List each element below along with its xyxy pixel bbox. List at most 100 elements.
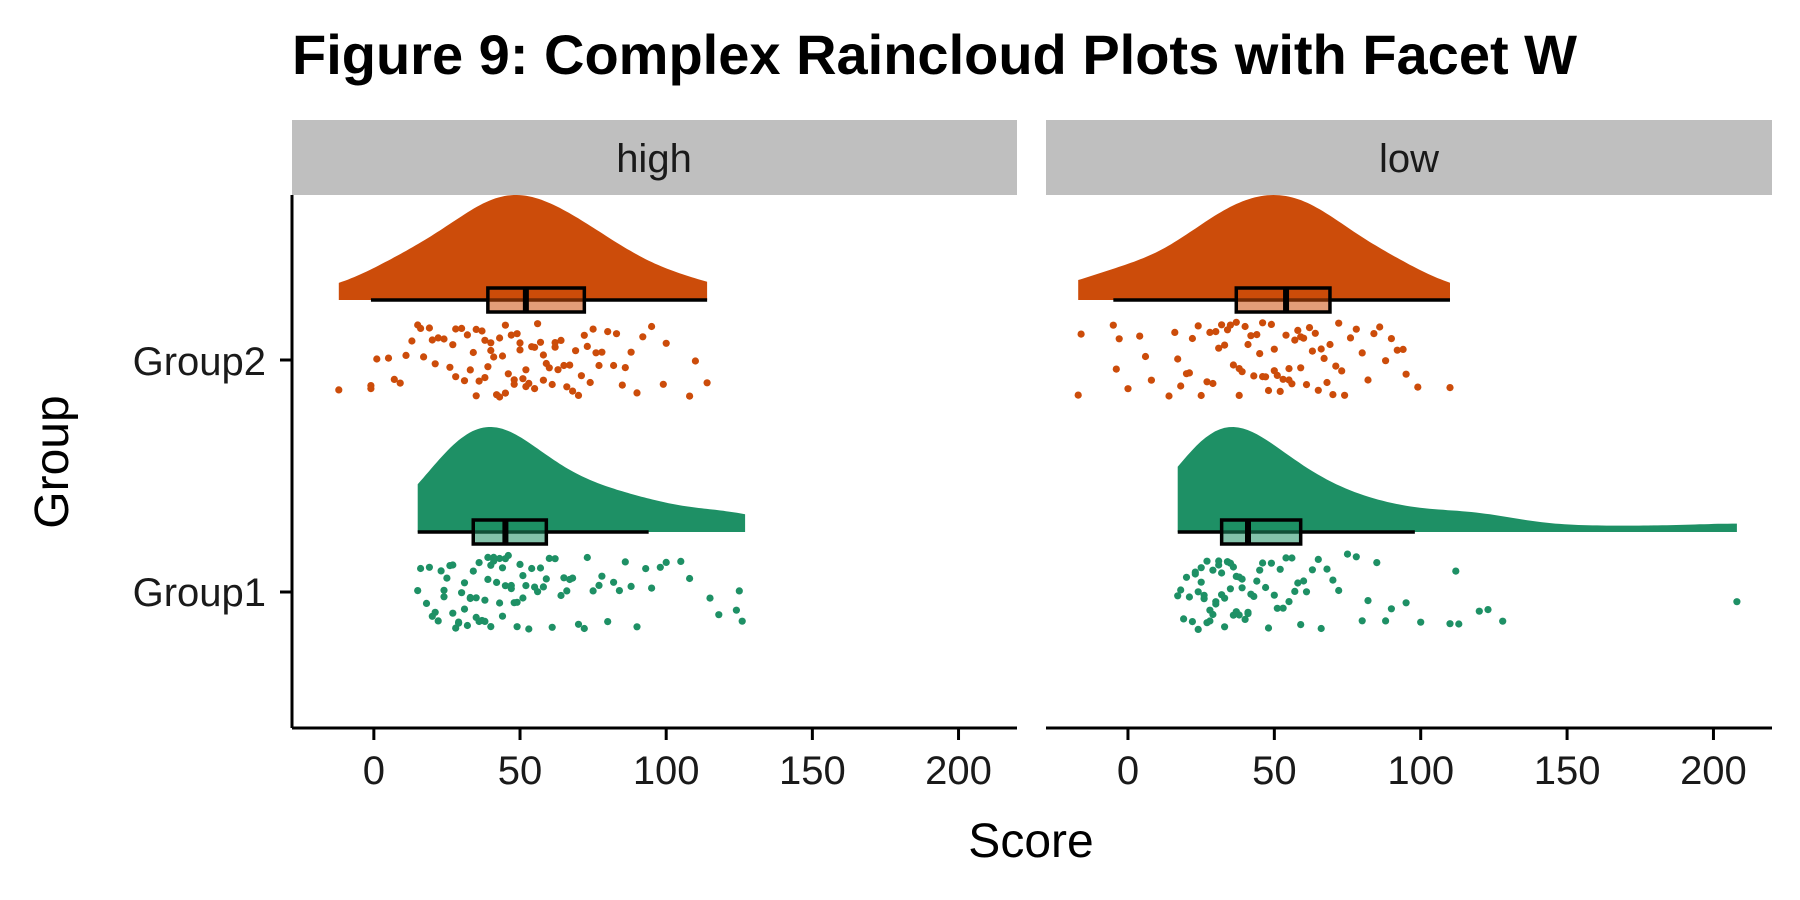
data-point-group2-low-3 [1112,365,1120,373]
data-point-group2-high-46 [513,330,521,338]
data-point-group2-high-35 [490,353,498,361]
data-point-group1-low-0 [1174,592,1182,600]
data-point-group1-high-12 [449,609,457,617]
data-point-group1-high-64 [557,591,565,600]
box-group1-high [471,518,549,546]
data-point-group2-low-19 [1206,328,1214,336]
data-point-group1-high-60 [542,575,550,583]
data-point-group1-low-2 [1180,615,1188,623]
data-point-group2-high-84 [618,381,626,389]
data-point-group1-high-37 [493,578,501,587]
data-point-group1-high-8 [440,586,448,594]
data-point-group1-low-24 [1218,569,1226,577]
data-point-group1-high-63 [551,555,559,563]
data-point-group1-low-5 [1188,618,1196,626]
data-point-group1-low-7 [1191,568,1199,576]
data-point-group2-low-62 [1317,345,1325,353]
density-cloud-group1-high [417,427,746,532]
data-point-group2-low-53 [1294,326,1302,334]
x-tick-label-high-0: 0 [363,749,385,793]
data-point-group1-low-77 [1417,618,1425,626]
data-point-group2-high-30 [481,374,489,382]
data-point-group2-low-8 [1147,376,1155,384]
data-point-group2-low-58 [1305,324,1314,332]
data-point-group2-low-67 [1332,362,1340,370]
data-point-group1-low-48 [1262,583,1270,592]
data-point-group2-high-38 [496,334,504,342]
data-point-group2-high-29 [478,327,486,335]
x-axis-title: Score [968,815,1093,868]
data-point-group1-high-24 [472,594,480,602]
data-point-group2-low-5 [1124,385,1132,393]
data-point-group2-high-82 [610,361,618,370]
data-point-group2-high-74 [580,331,588,339]
data-point-group1-low-46 [1256,566,1264,574]
data-point-group2-low-65 [1326,340,1334,349]
data-point-group1-low-60 [1297,621,1305,629]
data-point-group1-low-78 [1446,620,1454,628]
data-point-group1-low-11 [1197,564,1205,572]
data-point-group1-low-84 [1733,598,1741,606]
data-point-group2-high-14 [431,360,439,368]
data-point-group2-low-56 [1300,334,1308,342]
data-point-group2-high-94 [703,379,711,387]
data-point-group2-low-2 [1109,321,1117,329]
data-point-group1-low-3 [1182,573,1191,581]
data-point-group1-high-74 [598,572,606,580]
data-point-group1-high-22 [466,593,474,602]
data-point-group2-high-10 [417,324,425,332]
data-point-group1-high-40 [498,564,507,572]
data-point-group1-low-4 [1185,593,1193,601]
data-point-group2-high-39 [498,352,507,360]
data-point-group2-low-54 [1297,364,1305,372]
facet-strip-low [1046,120,1772,195]
data-point-group2-high-92 [686,392,694,400]
data-point-group1-high-62 [548,623,556,631]
data-point-group2-low-80 [1399,345,1407,353]
data-point-group2-low-31 [1238,368,1246,376]
data-point-group2-high-22 [460,377,469,385]
data-point-group1-high-19 [460,579,469,587]
data-point-group2-high-81 [604,328,612,336]
data-point-group1-low-59 [1294,579,1302,587]
facet-label-high: high [616,137,692,181]
data-point-group1-low-82 [1484,606,1492,614]
chart-title: Figure 9: Complex Raincloud Plots with F… [292,23,1577,86]
data-point-group2-low-12 [1177,382,1185,390]
data-point-group1-high-18 [460,605,469,613]
data-point-group1-high-75 [604,618,612,626]
data-point-group2-high-2 [367,382,375,390]
density-cloud-group2-high [338,195,708,300]
data-point-group1-low-62 [1302,588,1311,596]
data-point-group2-high-58 [539,376,548,384]
data-point-group2-high-69 [566,361,574,369]
data-point-group2-low-47 [1279,375,1287,383]
data-point-group1-low-79 [1452,567,1460,575]
data-point-group2-high-6 [396,379,404,387]
data-point-group2-high-37 [496,393,504,401]
data-point-group1-low-18 [1209,566,1217,574]
data-point-group1-high-58 [536,564,545,572]
data-point-group2-low-59 [1308,347,1316,355]
data-point-group2-low-28 [1232,318,1240,326]
data-point-group1-low-69 [1343,550,1352,558]
data-point-group2-high-77 [589,325,597,333]
data-point-group1-high-39 [496,554,504,563]
y-axis-title: Group [26,395,79,528]
data-point-group1-high-20 [463,621,471,630]
data-point-group2-high-93 [691,357,700,365]
data-point-group1-high-13 [449,561,457,569]
data-point-group1-high-2 [422,599,431,608]
data-point-group1-low-54 [1279,604,1287,612]
data-point-group1-low-81 [1475,607,1483,615]
data-point-group1-high-34 [487,623,495,631]
data-point-group1-low-58 [1291,587,1299,596]
data-point-group1-high-90 [735,587,743,595]
data-point-group1-high-52 [519,572,527,580]
data-point-group2-high-52 [525,379,533,387]
data-point-group1-low-44 [1250,592,1258,601]
box-group1-low [1219,518,1303,546]
data-point-group2-high-41 [501,389,509,397]
data-point-group2-high-5 [390,375,398,383]
data-point-group2-high-34 [487,346,495,355]
